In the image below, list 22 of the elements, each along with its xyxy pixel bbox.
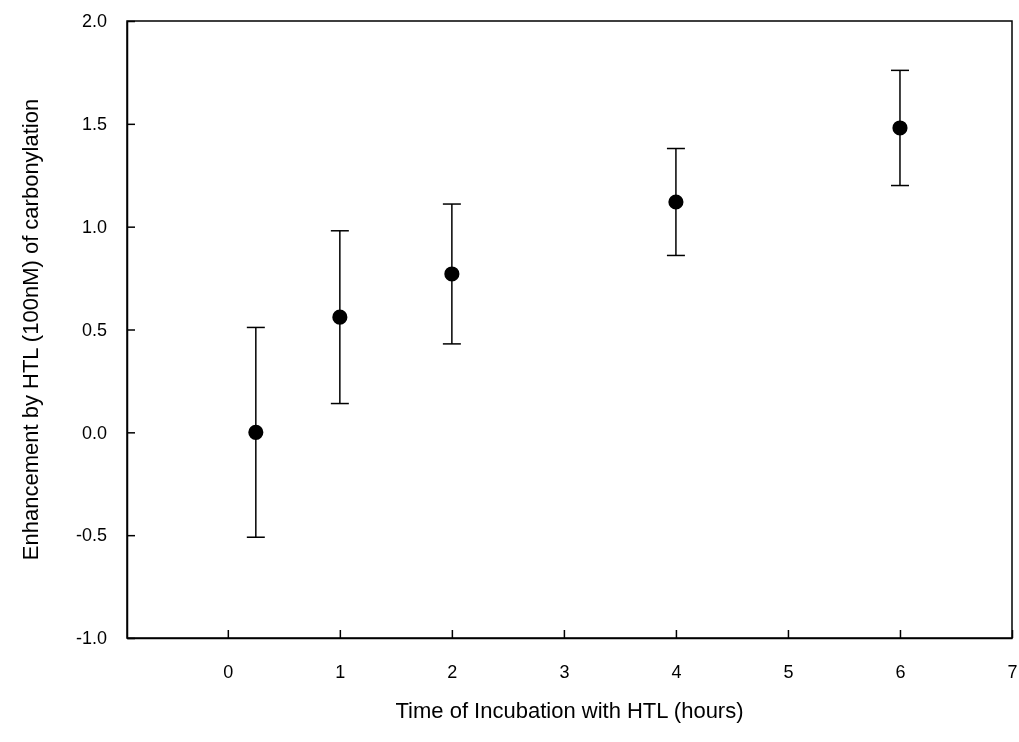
point bbox=[248, 424, 264, 440]
x-tick-label: 5 bbox=[783, 661, 794, 682]
y-tick-label: 0.0 bbox=[81, 422, 107, 443]
point bbox=[892, 120, 908, 136]
x-tick-label: 7 bbox=[1007, 661, 1018, 682]
y-axis-title: Enhancement by HTL (100nM) of carbonylation bbox=[18, 98, 43, 561]
x-tick-label: 0 bbox=[223, 661, 234, 682]
y-tick-label: 2.0 bbox=[81, 11, 107, 32]
y-tick-label: -0.5 bbox=[75, 525, 107, 546]
y-tick-label: 1.0 bbox=[81, 216, 107, 237]
x-tick-label: 1 bbox=[335, 661, 346, 682]
x-axis-title: Time of Incubation with HTL (hours) bbox=[395, 698, 744, 723]
point bbox=[332, 309, 348, 325]
y-tick-label: 1.5 bbox=[81, 114, 107, 135]
x-tick-label: 4 bbox=[671, 661, 682, 682]
x-tick-label: 2 bbox=[447, 661, 458, 682]
x-tick-label: 6 bbox=[895, 661, 906, 682]
y-tick-label: 0.5 bbox=[81, 319, 107, 340]
point bbox=[668, 194, 684, 210]
point bbox=[444, 266, 460, 282]
y-tick-label: -1.0 bbox=[75, 628, 107, 649]
x-tick-label: 3 bbox=[559, 661, 570, 682]
